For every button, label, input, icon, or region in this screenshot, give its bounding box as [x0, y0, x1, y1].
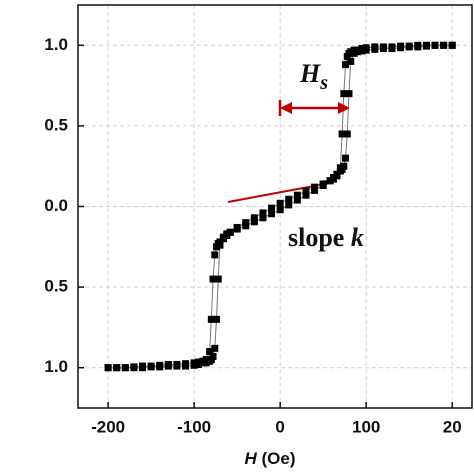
- annotation-hs: Hs: [299, 59, 328, 94]
- marker: [164, 362, 172, 370]
- marks: [104, 41, 456, 372]
- y-tick-label: 0.5: [44, 115, 68, 134]
- marker: [347, 57, 355, 65]
- marker: [190, 361, 198, 369]
- marker: [268, 210, 276, 218]
- arrow-head: [338, 102, 350, 114]
- marker: [211, 251, 219, 259]
- marker: [342, 61, 350, 69]
- marker: [194, 360, 202, 368]
- marker: [379, 45, 387, 53]
- x-tick-label: 0: [275, 417, 284, 436]
- marker: [338, 130, 346, 138]
- marker: [285, 195, 293, 203]
- marker: [216, 241, 224, 249]
- marker: [431, 41, 439, 49]
- x-tick-label: -200: [91, 417, 125, 436]
- marker: [302, 191, 310, 199]
- marker: [397, 44, 405, 52]
- y-tick-label: 0.5: [44, 277, 68, 296]
- marker: [276, 199, 284, 207]
- slope-text: slope: [288, 223, 351, 252]
- marker: [342, 154, 350, 162]
- marker: [354, 48, 362, 56]
- marker: [173, 362, 181, 370]
- y-tick-label: 0.0: [44, 196, 68, 215]
- marker: [293, 196, 301, 204]
- marker: [405, 43, 413, 51]
- marker: [388, 45, 396, 53]
- marker: [147, 363, 155, 371]
- hs-arrow: [278, 100, 350, 116]
- marker: [226, 228, 234, 236]
- marker: [448, 41, 456, 49]
- marker: [182, 362, 190, 370]
- hs-sub: s: [319, 72, 328, 94]
- marker: [259, 209, 267, 217]
- marker: [214, 275, 222, 283]
- marker: [293, 191, 301, 199]
- marker: [113, 364, 121, 372]
- marker: [130, 364, 138, 372]
- marker: [340, 90, 348, 98]
- marker: [311, 186, 319, 194]
- marker: [422, 42, 430, 50]
- marker: [250, 214, 258, 222]
- x-label-italic: H: [244, 449, 257, 468]
- marker: [250, 218, 258, 226]
- marker: [206, 348, 214, 356]
- marker: [209, 352, 217, 360]
- marker: [414, 43, 422, 51]
- x-tick-label: 20: [443, 417, 462, 436]
- hs-main: H: [299, 59, 321, 88]
- x-axis-label: H (Oe): [244, 449, 295, 468]
- marker: [340, 162, 348, 170]
- marker: [233, 225, 241, 233]
- x-tick-label: 100: [352, 417, 380, 436]
- y-tick-label: 1.0: [44, 35, 68, 54]
- marker: [345, 90, 353, 98]
- marker: [104, 364, 112, 372]
- marker: [276, 206, 284, 214]
- arrow-head: [280, 102, 292, 114]
- y-tick-label: 1.0: [44, 357, 68, 376]
- marker: [259, 214, 267, 222]
- marker: [358, 47, 366, 55]
- marker: [362, 46, 370, 54]
- x-label-rest: (Oe): [257, 449, 296, 468]
- marker: [268, 204, 276, 212]
- marker: [156, 363, 164, 371]
- marker: [121, 364, 129, 372]
- marker: [343, 130, 351, 138]
- marker: [211, 344, 219, 352]
- annotation-slope: slope k: [288, 223, 364, 252]
- marker: [371, 45, 379, 53]
- marker: [440, 41, 448, 49]
- marker: [319, 182, 327, 190]
- slope-k: k: [351, 223, 364, 252]
- marker: [209, 275, 217, 283]
- marker: [302, 187, 310, 195]
- marker: [213, 315, 221, 323]
- marker: [285, 201, 293, 209]
- marker: [207, 315, 215, 323]
- x-tick-label: -100: [177, 417, 211, 436]
- marker: [139, 364, 147, 372]
- marker: [242, 222, 250, 230]
